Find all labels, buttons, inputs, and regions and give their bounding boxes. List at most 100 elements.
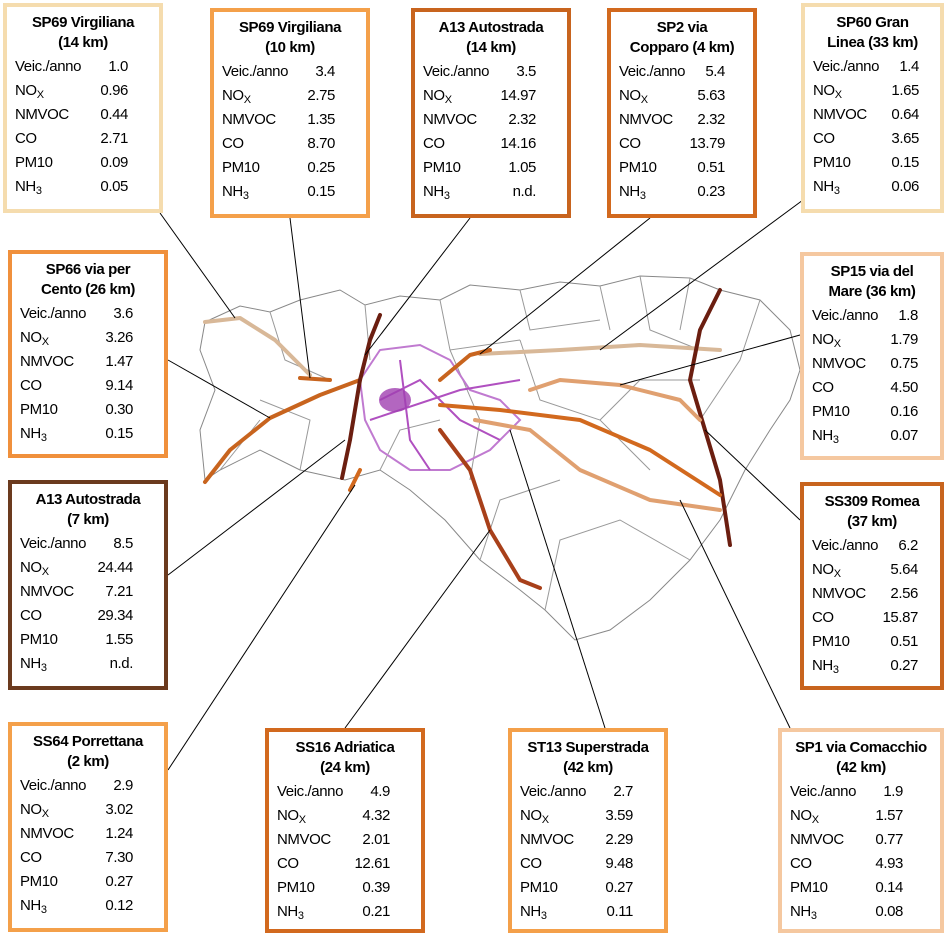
row-value: 0.39 [362,879,390,896]
box-title: Linea (33 km) [827,34,918,51]
label-text: PM10 [790,879,828,896]
row-label: CO [277,855,299,872]
label-text: CO [812,609,834,626]
row-value: 0.44 [100,106,128,123]
box-title: SP60 Gran [836,14,909,31]
label-text: NH [520,903,541,920]
row-label: Veic./anno [619,63,685,80]
label-text: NO [20,801,42,818]
row-value: 0.15 [105,425,133,442]
row-label: CO [790,855,812,872]
info-box: SP2 via Copparo (4 km) Veic./anno 5.4 NOX 5.6… [607,8,757,218]
row-label: NMVOC [790,831,844,848]
label-text: Veic./anno [20,305,86,322]
box-frame [8,250,168,458]
row-value: 15.87 [882,609,918,626]
row-value: 0.14 [875,879,903,896]
row-value: 9.48 [605,855,633,872]
label-text: PM10 [619,159,657,176]
label-text: PM10 [812,403,850,420]
row-label: NH3 [15,178,42,197]
label-subscript: X [834,568,842,580]
row-value: 2.9 [113,777,133,794]
label-text: Veic./anno [619,63,685,80]
label-subscript: X [244,94,252,106]
row-value: 3.6 [113,305,133,322]
row-value: 2.56 [890,585,918,602]
label-subscript: X [641,94,649,106]
row-value: 0.12 [105,897,133,914]
box-frame [8,480,168,690]
row-label: NOX [20,559,50,578]
label-text: CO [222,135,244,152]
label-text: Veic./anno [812,537,878,554]
row-value: 0.15 [307,183,335,200]
row-value: 0.51 [890,633,918,650]
label-subscript: 3 [41,662,47,674]
row-label: NH3 [277,903,304,922]
row-label: Veic./anno [812,537,878,554]
row-value: 3.4 [315,63,335,80]
label-text: NH [812,657,833,674]
row-value: 0.06 [891,178,919,195]
row-value: 1.05 [508,159,536,176]
row-label: NMVOC [222,111,276,128]
info-box: SP15 via del Mare (36 km) Veic./anno 1.8 NOX… [800,252,944,460]
row-value: 0.09 [100,154,128,171]
province-map [199,275,801,641]
row-label: CO [20,849,42,866]
label-text: NMVOC [20,583,74,600]
row-label: NOX [520,807,550,826]
row-value: 0.15 [891,154,919,171]
row-value: 7.21 [105,583,133,600]
row-value: 14.16 [500,135,536,152]
row-label: NH3 [20,897,47,916]
row-value: 0.05 [100,178,128,195]
row-label: NH3 [520,903,547,922]
row-label: NH3 [20,425,47,444]
info-box: SS64 Porrettana (2 km) Veic./anno 2.9 NOX 3.0… [8,722,168,932]
label-text: NO [619,87,641,104]
label-text: NO [20,559,42,576]
row-label: NH3 [813,178,840,197]
row-value: 2.29 [605,831,633,848]
row-label: CO [222,135,244,152]
label-text: CO [812,379,834,396]
label-text: NH [20,425,41,442]
label-text: NMVOC [790,831,844,848]
info-box: SP1 via Comacchio (42 km) Veic./anno 1.9 NOX… [778,728,944,933]
label-subscript: X [42,808,50,820]
label-text: Veic./anno [790,783,856,800]
box-title: SP69 Virgiliana [32,14,135,31]
row-label: NOX [619,87,649,106]
label-text: NO [790,807,812,824]
row-value: 4.9 [370,783,390,800]
box-title: (14 km) [58,34,108,51]
label-text: NMVOC [222,111,276,128]
label-text: NMVOC [813,106,867,123]
row-value: 0.08 [875,903,903,920]
label-subscript: 3 [41,904,47,916]
row-value: 0.75 [890,355,918,372]
box-title: (2 km) [67,753,109,770]
label-text: PM10 [222,159,260,176]
label-text: CO [423,135,445,152]
row-label: PM10 [619,159,657,176]
box-frame [800,482,944,690]
row-value: 3.65 [891,130,919,147]
row-value: 3.02 [105,801,133,818]
row-value: 12.61 [354,855,390,872]
row-label: NH3 [423,183,450,202]
row-label: NOX [812,561,842,580]
row-label: CO [15,130,37,147]
row-label: NOX [277,807,307,826]
label-text: NH [790,903,811,920]
label-text: Veic./anno [423,63,489,80]
label-subscript: X [37,89,45,101]
row-value: 1.57 [875,807,903,824]
row-value: 3.5 [516,63,536,80]
label-subscript: 3 [833,434,839,446]
row-label: NOX [15,82,45,101]
row-label: PM10 [812,403,850,420]
label-text: CO [15,130,37,147]
